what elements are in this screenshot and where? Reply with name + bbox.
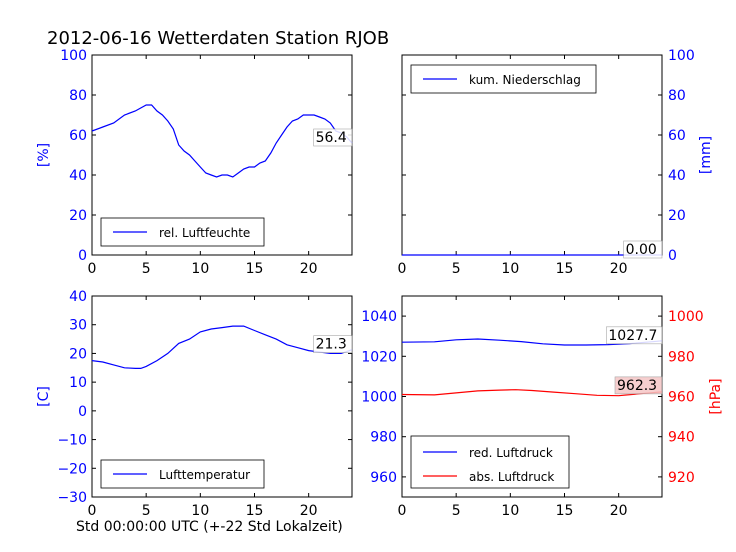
x-tick-label: 10	[501, 503, 519, 519]
y-tick-label: 60	[668, 128, 686, 144]
x-tick-label: 0	[88, 261, 97, 277]
legend-label: kum. Niederschlag	[469, 73, 581, 87]
chart-title: 2012-06-16 Wetterdaten Station RJOB	[47, 28, 389, 49]
x-tick-label: 0	[398, 503, 407, 519]
x-tick-label: 20	[610, 261, 628, 277]
series-line	[91, 325, 353, 369]
end-value-label-2-box	[614, 376, 663, 395]
legend-label: abs. Luftdruck	[469, 470, 554, 484]
y-tick-label: 10	[69, 375, 87, 391]
pressure-panel: 0 5 10 15 20 960 980 1000 1020 1040 920 940 960 980 10…	[361, 295, 724, 519]
humidity-panel: 0 5 10 15 20 0 20 40 60 80 100 [%] 56.4 rel. Luftfeuc…	[36, 48, 353, 277]
end-value-label-box	[623, 240, 663, 259]
end-value-label-2: 962.3	[617, 378, 657, 394]
end-value-label-box	[313, 128, 353, 147]
end-value-label-box	[313, 335, 353, 353]
series-line	[91, 104, 353, 178]
y-tick-label: 30	[69, 318, 87, 334]
end-value-label: 1027.7	[608, 328, 657, 344]
y-tick-label: 0	[668, 248, 677, 264]
legend-label: Lufttemperatur	[159, 468, 250, 482]
plot-frame	[91, 295, 353, 498]
y-tick-label: 0	[78, 248, 87, 264]
x-tick-label: 20	[300, 503, 318, 519]
y-tick-label-right: 980	[668, 349, 695, 365]
x-tick-label: 10	[191, 503, 209, 519]
y-tick-label: 80	[668, 88, 686, 104]
end-value-label: 0.00	[626, 242, 657, 258]
x-tick-label: 10	[501, 261, 519, 277]
y-tick-label-right: 940	[668, 430, 695, 446]
x-tick-label: 5	[452, 503, 461, 519]
x-axis-label: Std 00:00:00 UTC (+-22 Std Lokalzeit)	[76, 519, 343, 535]
legend-label: red. Luftdruck	[469, 446, 553, 460]
y-tick-label: 1020	[361, 349, 397, 365]
y-tick-label: 980	[370, 430, 397, 446]
y-tick-label: −20	[57, 461, 87, 477]
x-tick-label: 15	[556, 261, 574, 277]
y-tick-label: 20	[69, 208, 87, 224]
x-tick-label: 20	[300, 261, 318, 277]
x-tick-label: 5	[452, 261, 461, 277]
y-tick-label: 40	[668, 168, 686, 184]
y-tick-label: 40	[69, 168, 87, 184]
y-tick-label: 1000	[361, 390, 397, 406]
x-tick-label: 10	[191, 261, 209, 277]
x-tick-label: 5	[142, 261, 151, 277]
y-axis-label: [C]	[36, 386, 52, 407]
x-tick-label: 0	[88, 503, 97, 519]
y-axis-label: [%]	[36, 143, 52, 167]
y-tick-label: 20	[69, 346, 87, 362]
y-axis-label-right: [hPa]	[708, 378, 724, 414]
y-tick-label: 0	[78, 404, 87, 420]
plot-frame	[91, 54, 353, 256]
temperature-panel: 0 5 10 15 20 −30 −20 −10 0 10 20 30 40 [C] 21.3 Lufttem…	[36, 289, 353, 519]
y-tick-label-right: 1000	[668, 309, 704, 325]
y-tick-label-right: 920	[668, 470, 695, 486]
y-tick-label-right: 960	[668, 390, 695, 406]
y-tick-label: 960	[370, 470, 397, 486]
x-tick-label: 5	[142, 503, 151, 519]
y-tick-label: 60	[69, 128, 87, 144]
series-line	[401, 389, 663, 397]
legend-box	[410, 435, 570, 489]
y-tick-label: 40	[69, 289, 87, 305]
x-tick-label: 15	[246, 503, 264, 519]
y-tick-label: 100	[668, 48, 695, 64]
x-tick-label: 0	[398, 261, 407, 277]
y-axis-label: [mm]	[698, 136, 714, 174]
x-tick-label: 20	[610, 503, 628, 519]
y-tick-label: 1040	[361, 309, 397, 325]
y-tick-label: −10	[57, 433, 87, 449]
end-value-label: 21.3	[316, 337, 347, 353]
precipitation-panel: 0 5 10 15 20 0 20 40 60 80 100 [mm] 0.00 kum. Nieders…	[398, 48, 714, 277]
x-tick-label: 15	[246, 261, 264, 277]
end-value-label: 56.4	[316, 130, 347, 146]
y-tick-label: −30	[57, 490, 87, 506]
y-tick-label: 100	[60, 48, 87, 64]
legend-label: rel. Luftfeuchte	[159, 226, 250, 240]
x-tick-label: 15	[556, 503, 574, 519]
end-value-label-box	[606, 326, 663, 345]
y-tick-label: 20	[668, 208, 686, 224]
y-tick-label: 80	[69, 88, 87, 104]
